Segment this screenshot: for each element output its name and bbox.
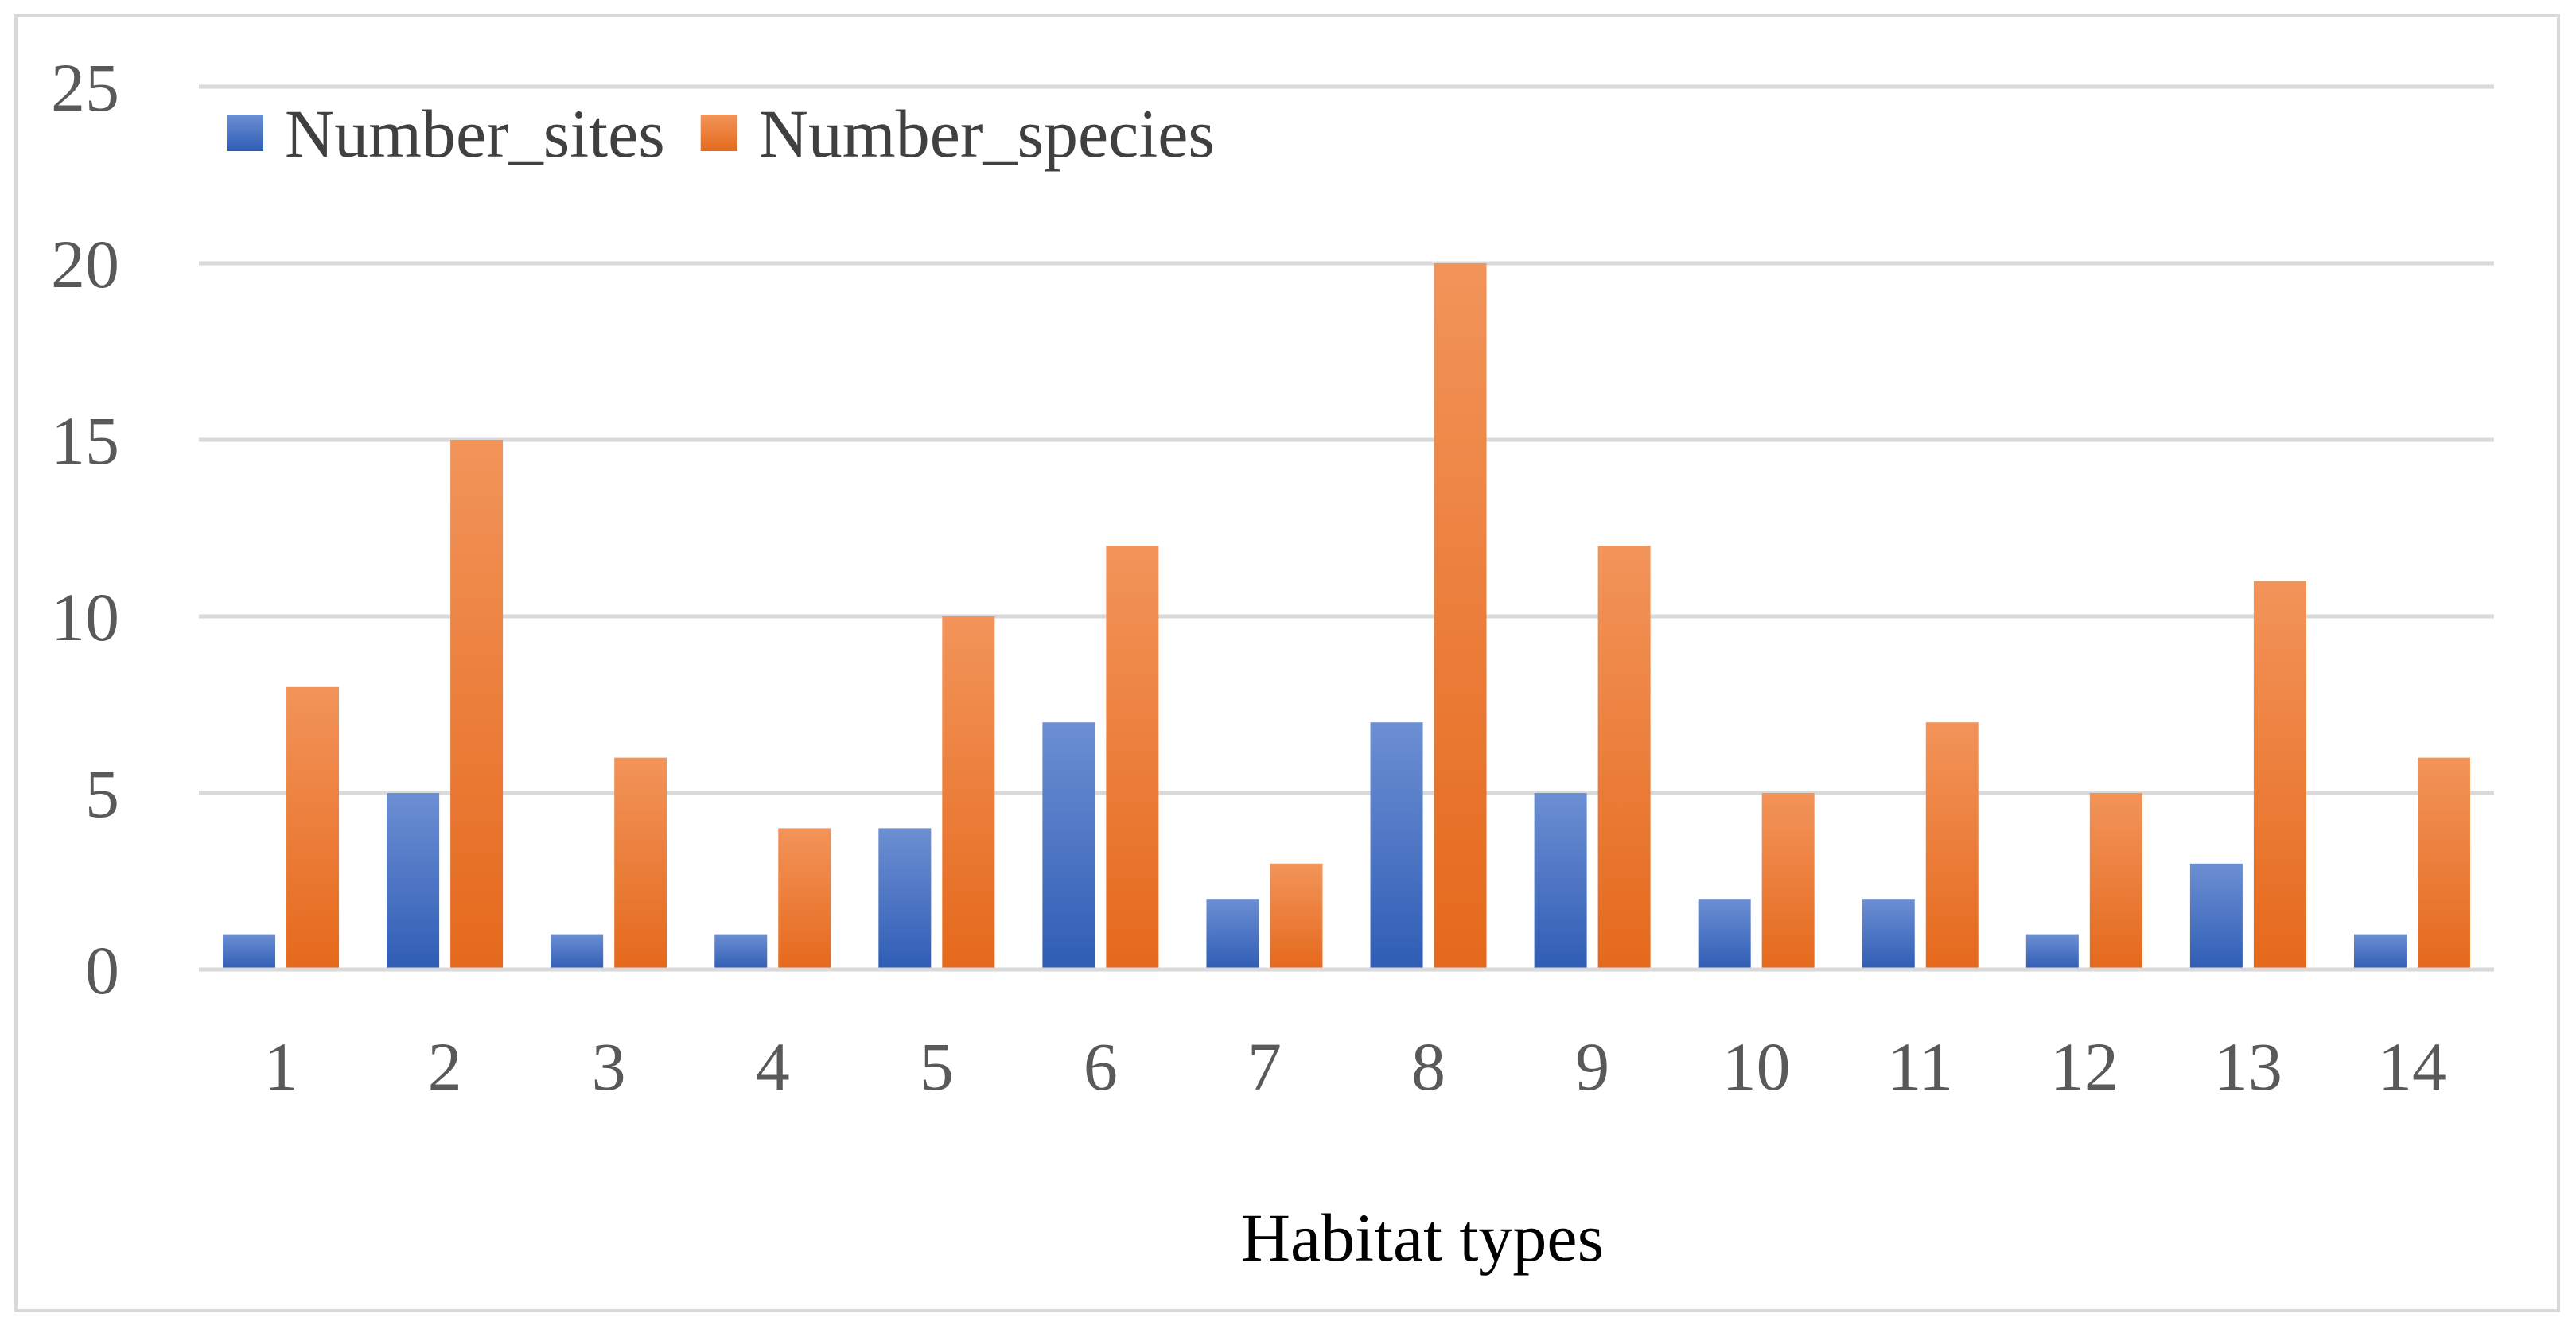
x-tick-label: 13 xyxy=(2214,1028,2282,1105)
bar-number-sites xyxy=(387,793,440,970)
x-axis-title: Habitat types xyxy=(1241,1199,1604,1276)
bar-number-species xyxy=(942,616,995,970)
x-tick-label: 12 xyxy=(2050,1028,2119,1105)
y-axis-ticks: 0 5 10 15 20 25 xyxy=(51,49,119,1008)
bar-number-sites xyxy=(2025,934,2079,970)
legend: Number_sites Number_species xyxy=(227,95,1215,172)
bar-number-sites xyxy=(551,934,604,970)
bar-number-species xyxy=(2417,757,2470,970)
y-tick-label: 0 xyxy=(85,932,119,1008)
x-tick-label: 5 xyxy=(920,1028,954,1105)
legend-label-number-sites: Number_sites xyxy=(285,95,665,172)
bar-number-sites xyxy=(1698,899,1751,970)
x-tick-label: 4 xyxy=(756,1028,790,1105)
y-tick-label: 10 xyxy=(51,579,119,655)
gridlines xyxy=(199,84,2494,795)
bar-number-sites xyxy=(1534,793,1587,970)
legend-swatch-number-sites xyxy=(227,115,263,151)
x-tick-label: 6 xyxy=(1084,1028,1118,1105)
legend-label-number-species: Number_species xyxy=(759,95,1215,172)
bar-number-species xyxy=(1925,722,1979,970)
x-tick-label: 8 xyxy=(1411,1028,1446,1105)
bar-number-species xyxy=(1270,863,1323,970)
bar-number-species xyxy=(778,828,831,970)
bar-number-sites xyxy=(2353,934,2407,970)
x-tick-label: 14 xyxy=(2378,1028,2446,1105)
bar-number-species xyxy=(2253,581,2306,970)
y-tick-label: 5 xyxy=(85,756,119,832)
x-tick-label: 1 xyxy=(264,1028,298,1105)
y-tick-label: 15 xyxy=(51,402,119,479)
bar-number-species xyxy=(450,440,504,970)
bar-number-species xyxy=(1106,546,1159,970)
bar-number-species xyxy=(1761,793,1815,970)
bar-number-sites xyxy=(1862,899,1915,970)
bar-number-species xyxy=(1597,546,1651,970)
bar-number-sites xyxy=(223,934,276,970)
x-tick-label: 11 xyxy=(1887,1028,1953,1105)
bar-number-species xyxy=(1434,263,1487,970)
x-axis-ticks: 1 2 3 4 5 6 7 8 9 10 11 12 13 14 xyxy=(264,1028,2446,1105)
bar-number-sites xyxy=(714,934,768,970)
bar-number-species xyxy=(614,757,667,970)
legend-swatch-number-species xyxy=(700,115,737,151)
x-tick-label: 2 xyxy=(428,1028,462,1105)
bar-number-sites xyxy=(2189,863,2243,970)
y-tick-label: 25 xyxy=(51,49,119,126)
bars xyxy=(223,263,2470,970)
bar-number-sites xyxy=(878,828,932,970)
x-tick-label: 7 xyxy=(1247,1028,1282,1105)
bar-number-sites xyxy=(1206,899,1259,970)
x-tick-label: 3 xyxy=(592,1028,626,1105)
x-tick-label: 9 xyxy=(1575,1028,1609,1105)
bar-number-species xyxy=(286,686,340,970)
x-tick-label: 10 xyxy=(1722,1028,1791,1105)
bar-number-sites xyxy=(1042,722,1095,970)
bar-number-species xyxy=(2089,793,2142,970)
chart-frame xyxy=(14,14,2560,1312)
bar-number-sites xyxy=(1370,722,1423,970)
y-tick-label: 20 xyxy=(51,226,119,302)
